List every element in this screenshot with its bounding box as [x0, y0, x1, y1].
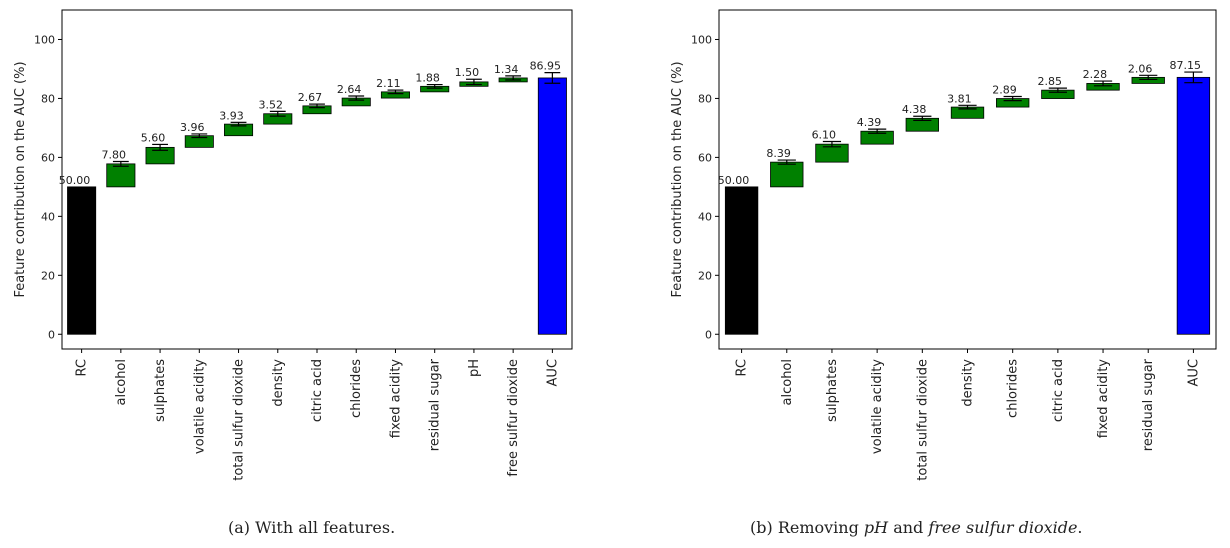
chart-a-ytick-label: 80: [41, 92, 55, 105]
chart-a-caption: (a) With all features.: [228, 518, 396, 537]
chart-b-data-label: 2.89: [992, 83, 1017, 96]
chart-a-ytick-label: 100: [34, 33, 55, 46]
chart-a-ylabel: Feature contribution on the AUC (%): [13, 61, 28, 297]
chart-a-xtick-label: citric acid: [310, 359, 325, 422]
chart-panel-b: 0 20 40 60 80 100 Feature contribution on the …: [655, 0, 1230, 548]
chart-a-plot-frame: [61, 9, 573, 350]
chart-b-caption-prefix: (b) Removing: [750, 518, 864, 537]
chart-a-data-label: 1.50: [455, 66, 480, 79]
chart-a-svg: 0 20 40 60 80 100 Feature contribution on the …: [13, 9, 573, 481]
chart-b-caption-term2: free sulfur dioxide: [928, 518, 1078, 537]
chart-a-xtick-label: sulphates: [153, 359, 168, 422]
chart-b-xtick-label: residual sugar: [1141, 358, 1156, 451]
chart-b-ytick-label: 0: [705, 328, 712, 341]
chart-b-bar: [1176, 76, 1211, 335]
chart-a-data-label: 3.52: [258, 98, 283, 111]
chart-b-xtick-label: sulphates: [825, 359, 840, 422]
chart-b-xtick-label: RC: [735, 359, 750, 376]
chart-a-data-label: 5.60: [141, 131, 166, 144]
chart-a-data-label: 3.96: [180, 121, 205, 134]
chart-b-ytick-label: 20: [698, 269, 712, 282]
chart-a-xtick-label: pH: [467, 359, 482, 377]
chart-a-xtick-label: alcohol: [114, 359, 129, 405]
chart-a-data-label: 3.93: [219, 109, 244, 122]
chart-b-caption-suffix: .: [1077, 518, 1083, 537]
chart-b-data-label: 3.81: [947, 92, 972, 105]
chart-b-bar: [770, 161, 804, 188]
chart-a-xtick-label: AUC: [545, 359, 560, 387]
chart-b-xtick-label: total sulfur dioxide: [915, 359, 930, 481]
chart-a-bar: [537, 77, 567, 335]
chart-a-data-label: 50.00: [59, 174, 91, 187]
chart-b-data-label: 2.28: [1083, 68, 1108, 81]
chart-b-bar: [724, 186, 759, 335]
chart-a-bar: [106, 163, 136, 188]
chart-b-xtick-label: volatile acidity: [870, 359, 885, 454]
chart-a-ytick-label: 60: [41, 151, 55, 164]
chart-a-ytick-label: 40: [41, 210, 55, 223]
chart-b-xtick-label: AUC: [1186, 359, 1201, 387]
chart-a-data-label: 86.95: [530, 60, 562, 73]
chart-a-bar: [67, 186, 97, 335]
chart-a-xtick-label: total sulfur dioxide: [232, 359, 247, 481]
chart-b-caption: (b) Removing pH and free sulfur dioxide.: [750, 518, 1083, 537]
chart-b-xtick-label: density: [961, 359, 976, 407]
chart-a-xtick-label: free sulfur dioxide: [506, 359, 521, 477]
chart-b-ytick-label: 60: [698, 151, 712, 164]
chart-a-xtick-label: density: [271, 359, 286, 407]
chart-b-xtick-label: fixed acidity: [1096, 359, 1111, 439]
chart-a-xtick-label: RC: [75, 359, 90, 376]
chart-a-data-label: 2.67: [298, 91, 323, 104]
chart-b-caption-mid: and: [888, 518, 929, 537]
chart-a-data-label: 1.88: [415, 72, 440, 85]
chart-a-ytick-label: 20: [41, 269, 55, 282]
chart-b-data-label: 87.15: [1170, 59, 1202, 72]
chart-b-data-label: 2.85: [1037, 75, 1062, 88]
chart-b-ytick-label: 100: [691, 33, 712, 46]
chart-b-xtick-label: alcohol: [780, 359, 795, 405]
chart-b-data-label: 2.06: [1128, 62, 1153, 75]
chart-b-xtick-label: chlorides: [1006, 359, 1021, 418]
chart-a-data-label: 2.11: [376, 77, 401, 90]
chart-b-data-label: 6.10: [812, 129, 837, 142]
chart-b-caption-term1: pH: [863, 518, 889, 537]
chart-b-data-label: 8.39: [766, 147, 791, 160]
chart-a-data-label: 2.64: [337, 83, 362, 96]
chart-b-svg: 0 20 40 60 80 100 Feature contribution on the …: [670, 9, 1217, 481]
chart-b-data-label: 50.00: [718, 174, 750, 187]
chart-b-data-label: 4.39: [857, 116, 882, 129]
chart-a-xtick-label: chlorides: [349, 359, 364, 418]
chart-a-xtick-label: residual sugar: [428, 358, 443, 451]
chart-a-data-label: 7.80: [102, 149, 127, 162]
chart-a-xtick-label: volatile acidity: [192, 359, 207, 454]
chart-b-ytick-label: 80: [698, 92, 712, 105]
chart-a-ytick-label: 0: [48, 328, 55, 341]
chart-b-data-label: 4.38: [902, 103, 927, 116]
chart-b-ytick-label: 40: [698, 210, 712, 223]
chart-b-xtick-label: citric acid: [1051, 359, 1066, 422]
chart-b-ylabel: Feature contribution on the AUC (%): [670, 61, 685, 297]
chart-a-xtick-label: fixed acidity: [388, 359, 403, 439]
chart-a-data-label: 1.34: [494, 63, 519, 76]
chart-panel-a: 0 20 40 60 80 100 Feature contribution on the …: [0, 0, 600, 548]
